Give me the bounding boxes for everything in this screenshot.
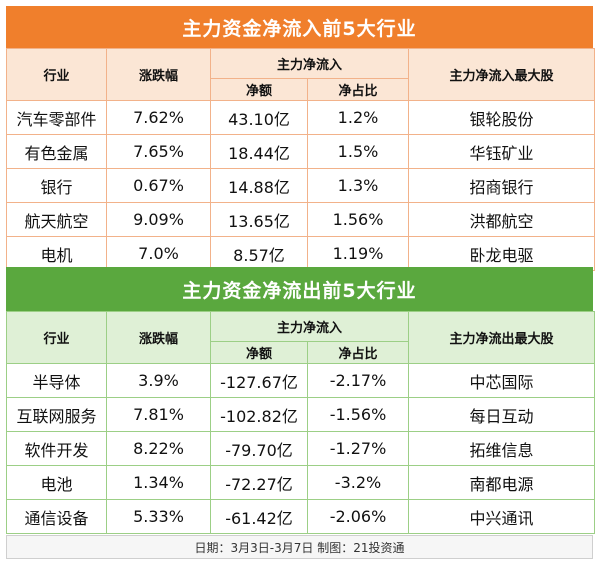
cell-change: 9.09% <box>106 202 211 237</box>
cell-industry: 软件开发 <box>6 431 107 466</box>
cell-net-amount: 8.57亿 <box>210 236 308 271</box>
cell-change: 7.62% <box>106 100 211 135</box>
header-main-group: 主力净流入 <box>209 311 410 342</box>
cell-change: 8.22% <box>106 431 211 466</box>
table-row: 软件开发 8.22% -79.70亿 -1.27% 拓维信息 <box>6 431 596 466</box>
cell-net-amount: -127.67亿 <box>210 363 308 398</box>
cell-industry: 电机 <box>6 236 107 271</box>
table-row: 互联网服务 7.81% -102.82亿 -1.56% 每日互动 <box>6 397 596 432</box>
cell-net-ratio: 1.2% <box>306 100 410 135</box>
outflow-table: 行业 涨跌幅 主力净流入 主力净流出最大股 净额 净占比 半导体 3.9% -1… <box>6 311 596 534</box>
cell-industry: 半导体 <box>6 363 107 398</box>
cell-top-stock: 卧龙电驱 <box>408 236 596 271</box>
cell-net-ratio: 1.19% <box>306 236 410 271</box>
footer-caption: 日期：3月3日-3月7日 制图：21投资通 <box>6 535 593 559</box>
cell-net-ratio: 1.56% <box>306 202 410 237</box>
header-change: 涨跌幅 <box>106 48 211 101</box>
cell-change: 7.81% <box>106 397 211 432</box>
cell-net-amount: -102.82亿 <box>210 397 308 432</box>
table-row: 银行 0.67% 14.88亿 1.3% 招商银行 <box>6 168 596 203</box>
cell-top-stock: 中兴通讯 <box>408 499 596 534</box>
cell-top-stock: 银轮股份 <box>408 100 596 135</box>
inflow-table: 行业 涨跌幅 主力净流入 主力净流入最大股 净额 净占比 汽车零部件 7.62%… <box>6 48 596 271</box>
cell-top-stock: 中芯国际 <box>408 363 596 398</box>
table-row: 通信设备 5.33% -61.42亿 -2.06% 中兴通讯 <box>6 499 596 534</box>
cell-net-ratio: -1.27% <box>306 431 410 466</box>
table-row: 电池 1.34% -72.27亿 -3.2% 南都电源 <box>6 465 596 500</box>
header-industry: 行业 <box>6 311 107 364</box>
table-row: 有色金属 7.65% 18.44亿 1.5% 华钰矿业 <box>6 134 596 169</box>
cell-industry: 互联网服务 <box>6 397 107 432</box>
header-net-ratio: 净占比 <box>306 78 410 101</box>
cell-top-stock: 招商银行 <box>408 168 596 203</box>
table-row: 汽车零部件 7.62% 43.10亿 1.2% 银轮股份 <box>6 100 596 135</box>
cell-industry: 通信设备 <box>6 499 107 534</box>
table-row: 电机 7.0% 8.57亿 1.19% 卧龙电驱 <box>6 236 596 271</box>
cell-net-ratio: 1.5% <box>306 134 410 169</box>
cell-top-stock: 每日互动 <box>408 397 596 432</box>
outflow-title: 主力资金净流出前5大行业 <box>6 267 593 311</box>
cell-change: 1.34% <box>106 465 211 500</box>
cell-net-ratio: -2.17% <box>306 363 410 398</box>
cell-net-ratio: -2.06% <box>306 499 410 534</box>
header-main-group: 主力净流入 <box>209 48 410 79</box>
cell-top-stock: 华钰矿业 <box>408 134 596 169</box>
cell-net-ratio: 1.3% <box>306 168 410 203</box>
cell-industry: 有色金属 <box>6 134 107 169</box>
header-net-ratio: 净占比 <box>306 341 410 364</box>
header-industry: 行业 <box>6 48 107 101</box>
header-net-amount: 净额 <box>210 341 308 364</box>
inflow-title: 主力资金净流入前5大行业 <box>6 6 593 48</box>
cell-net-ratio: -3.2% <box>306 465 410 500</box>
cell-industry: 航天航空 <box>6 202 107 237</box>
cell-change: 7.65% <box>106 134 211 169</box>
cell-top-stock: 洪都航空 <box>408 202 596 237</box>
cell-net-amount: 43.10亿 <box>210 100 308 135</box>
cell-net-ratio: -1.56% <box>306 397 410 432</box>
cell-industry: 银行 <box>6 168 107 203</box>
cell-top-stock: 南都电源 <box>408 465 596 500</box>
cell-net-amount: 13.65亿 <box>210 202 308 237</box>
header-top-stock: 主力净流入最大股 <box>408 48 596 101</box>
header-net-amount: 净额 <box>210 78 308 101</box>
cell-industry: 电池 <box>6 465 107 500</box>
header-top-stock: 主力净流出最大股 <box>408 311 596 364</box>
cell-net-amount: 18.44亿 <box>210 134 308 169</box>
cell-net-amount: -79.70亿 <box>210 431 308 466</box>
cell-net-amount: -61.42亿 <box>210 499 308 534</box>
header-change: 涨跌幅 <box>106 311 211 364</box>
cell-top-stock: 拓维信息 <box>408 431 596 466</box>
cell-net-amount: 14.88亿 <box>210 168 308 203</box>
cell-change: 3.9% <box>106 363 211 398</box>
table-row: 半导体 3.9% -127.67亿 -2.17% 中芯国际 <box>6 363 596 398</box>
cell-industry: 汽车零部件 <box>6 100 107 135</box>
table-row: 航天航空 9.09% 13.65亿 1.56% 洪都航空 <box>6 202 596 237</box>
cell-change: 5.33% <box>106 499 211 534</box>
cell-change: 7.0% <box>106 236 211 271</box>
cell-change: 0.67% <box>106 168 211 203</box>
cell-net-amount: -72.27亿 <box>210 465 308 500</box>
